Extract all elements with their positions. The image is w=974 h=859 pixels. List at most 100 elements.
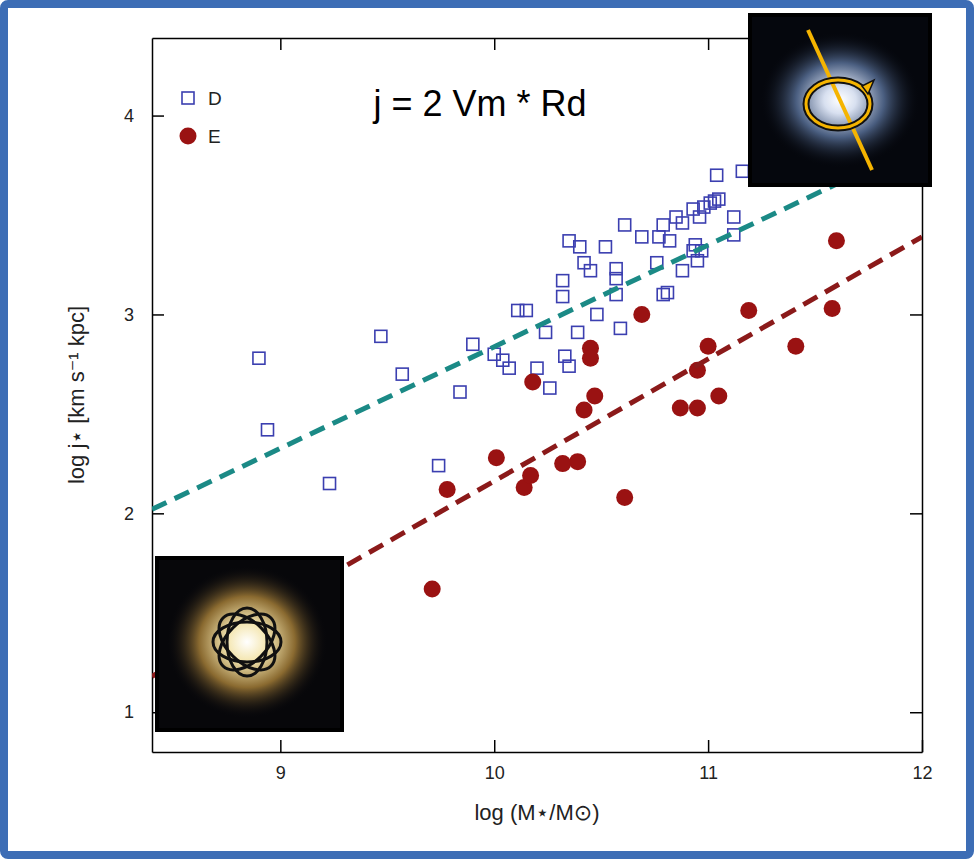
- point: [672, 399, 689, 416]
- tick-mark: [494, 38, 496, 50]
- point: [531, 362, 543, 374]
- tick: [910, 513, 922, 514]
- point: [586, 387, 603, 404]
- point: [569, 453, 586, 470]
- inset-spiral: [750, 15, 930, 185]
- point: [828, 232, 845, 249]
- point: [691, 255, 703, 267]
- point: [439, 481, 456, 498]
- point: [582, 350, 599, 367]
- point: [711, 169, 723, 181]
- point: [676, 265, 688, 277]
- inset-glow: [167, 566, 327, 718]
- point: [633, 306, 650, 323]
- inset-frame: [750, 15, 930, 185]
- tick-mark: [910, 314, 922, 316]
- annotation: j = 2 Vm * Rd: [372, 83, 586, 124]
- point: [324, 478, 336, 490]
- y-axis-title: log j⋆ [km s⁻¹ kpc]: [64, 306, 89, 484]
- tick-mark: [152, 314, 164, 316]
- tick-mark: [152, 513, 164, 515]
- tick-mark: [280, 740, 282, 752]
- point: [728, 211, 740, 223]
- tick: 10: [485, 740, 505, 783]
- point: [713, 193, 725, 205]
- point: [253, 352, 265, 364]
- point: [616, 489, 633, 506]
- series-1: [424, 232, 845, 597]
- tick-mark: [708, 740, 710, 752]
- point: [467, 338, 479, 350]
- legend-marker: [180, 128, 197, 145]
- axis-line: [153, 752, 923, 754]
- point: [503, 362, 515, 374]
- point: [636, 231, 648, 243]
- point: [740, 302, 757, 319]
- point: [375, 330, 387, 342]
- point: [710, 387, 727, 404]
- inset-frame: [157, 558, 342, 730]
- x-axis-title: log (M⋆/M⊙): [474, 800, 599, 825]
- point: [540, 326, 552, 338]
- inset-orbit: [806, 80, 870, 128]
- point: [610, 273, 622, 285]
- point: [454, 386, 466, 398]
- tick: 9: [276, 740, 286, 783]
- point: [824, 300, 841, 317]
- inset-elliptical: [157, 558, 342, 730]
- tick-label: 11: [699, 763, 718, 783]
- point: [599, 241, 611, 253]
- tick-label: 3: [124, 305, 134, 325]
- chart: 91011121234log (M⋆/M⊙)log j⋆ [km s⁻¹ kpc…: [0, 0, 974, 859]
- point: [524, 374, 541, 391]
- legend-marker: [182, 92, 194, 104]
- tick-label: 9: [276, 763, 286, 783]
- point: [736, 165, 748, 177]
- point: [512, 304, 524, 316]
- tick-mark: [708, 38, 710, 50]
- series-0: [253, 165, 748, 489]
- point: [522, 467, 539, 484]
- tick: 11: [699, 740, 718, 783]
- point: [584, 265, 596, 277]
- point: [676, 217, 688, 229]
- point: [614, 322, 626, 334]
- frame: [4, 4, 970, 855]
- legend-label: E: [208, 126, 221, 147]
- point: [554, 455, 571, 472]
- legend: DE: [180, 88, 222, 147]
- tick: [708, 38, 709, 50]
- inset-arrow: [862, 80, 874, 94]
- point: [544, 382, 556, 394]
- point: [661, 287, 673, 299]
- tick-mark: [910, 513, 922, 515]
- tick-label: 4: [124, 106, 134, 126]
- tick-label: 2: [124, 504, 134, 524]
- tick-mark: [152, 115, 164, 117]
- fit-line: [152, 143, 922, 509]
- tick-mark: [494, 740, 496, 752]
- point: [262, 424, 274, 436]
- point: [664, 235, 676, 247]
- tick-mark: [280, 38, 282, 50]
- point: [488, 449, 505, 466]
- point: [520, 304, 532, 316]
- point: [657, 219, 669, 231]
- tick: [910, 314, 922, 315]
- tick: [494, 38, 495, 50]
- point: [424, 580, 441, 597]
- inset-orbit: [806, 80, 870, 128]
- tick-label: 12: [912, 763, 932, 783]
- point: [574, 241, 586, 253]
- tick: 4: [124, 106, 164, 126]
- tick-label: 10: [485, 763, 505, 783]
- point: [700, 338, 717, 355]
- point: [563, 360, 575, 372]
- tick-mark: [910, 712, 922, 714]
- point: [619, 219, 631, 231]
- point: [591, 308, 603, 320]
- inset-orbit: [209, 604, 285, 680]
- axis-line: [152, 39, 154, 753]
- point: [433, 460, 445, 472]
- point: [689, 399, 706, 416]
